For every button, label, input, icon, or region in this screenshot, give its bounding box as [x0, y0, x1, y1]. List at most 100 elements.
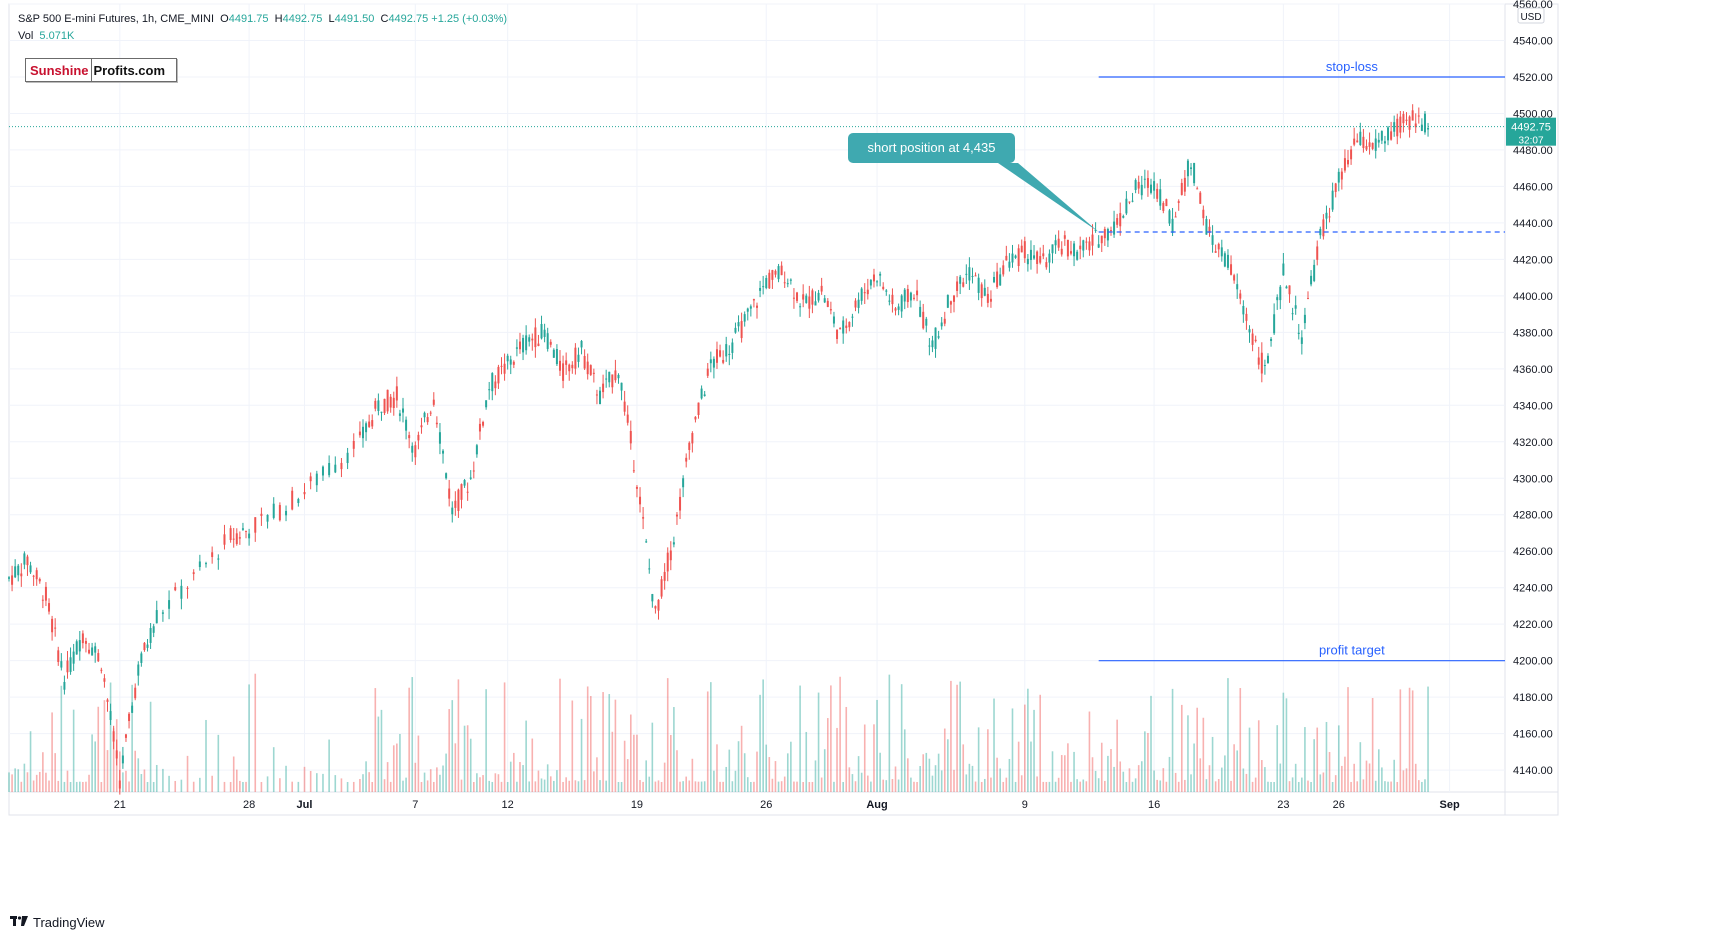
- y-tick-label: 4440.00: [1513, 218, 1553, 230]
- volume-bar: [1128, 768, 1131, 792]
- volume-bar: [1248, 727, 1251, 792]
- candle-body: [297, 499, 300, 504]
- volume-bar: [934, 765, 937, 792]
- logo-divider: [90, 59, 92, 81]
- volume-bar: [420, 781, 423, 792]
- volume-bar: [1233, 744, 1235, 792]
- volume-bar: [870, 781, 872, 792]
- volume-bar: [1319, 774, 1322, 792]
- candle-body: [1399, 116, 1402, 133]
- y-tick-label: 4540.00: [1513, 35, 1553, 47]
- candle-body: [719, 350, 722, 357]
- volume-bar: [543, 779, 546, 792]
- candle-body: [632, 470, 635, 472]
- candle-body: [38, 578, 41, 582]
- volume-bar: [629, 714, 632, 792]
- volume-bar: [1057, 777, 1060, 792]
- candle-body: [540, 323, 543, 339]
- volume-bar: [192, 781, 195, 792]
- candle-body: [494, 381, 497, 389]
- candle-body: [765, 278, 768, 289]
- volume-bar: [402, 780, 404, 792]
- candle-body: [1165, 199, 1168, 207]
- callout-pointer: [998, 163, 1099, 233]
- volume-bar: [771, 778, 774, 792]
- candle-body: [1285, 286, 1288, 289]
- volume-bar: [122, 772, 124, 792]
- candle-body: [894, 308, 897, 311]
- volume-bar: [1137, 765, 1140, 792]
- candle-body: [503, 363, 506, 374]
- candle-body: [771, 270, 774, 280]
- candle-body: [1390, 131, 1393, 140]
- volume-bar: [1177, 781, 1180, 792]
- candle-body: [438, 432, 441, 444]
- candle-body: [796, 292, 799, 301]
- y-tick-label: 4180.00: [1513, 692, 1553, 704]
- y-tick-label: 4320.00: [1513, 437, 1553, 449]
- close-label: C: [380, 13, 389, 25]
- volume-bar: [1381, 767, 1383, 792]
- candle-body: [663, 571, 666, 581]
- volume-bar: [205, 719, 207, 792]
- candle-body: [115, 750, 118, 759]
- volume-bar: [697, 781, 700, 792]
- candle-body: [106, 699, 109, 702]
- candle-body: [762, 286, 765, 288]
- volume-bar: [907, 758, 909, 792]
- volume-bar: [414, 762, 417, 792]
- volume-bar: [285, 765, 287, 792]
- volume-bar: [436, 767, 438, 792]
- volume-bar: [750, 781, 752, 792]
- candle-body: [1214, 251, 1217, 253]
- volume-layer: [8, 673, 1429, 792]
- volume-bar: [242, 782, 244, 792]
- volume-bar: [377, 716, 380, 792]
- volume-bar: [768, 757, 771, 792]
- candle-body: [620, 382, 623, 391]
- volume-bar: [1020, 775, 1023, 792]
- y-tick-label: 4400.00: [1513, 291, 1553, 303]
- candle-body: [1134, 180, 1137, 190]
- candle-body: [1202, 209, 1205, 219]
- volume-bar: [823, 749, 826, 792]
- volume-bar: [799, 685, 801, 792]
- volume-bar: [45, 772, 47, 792]
- volume-bar: [1390, 781, 1392, 792]
- volume-bar: [1153, 770, 1155, 792]
- volume-bar: [1344, 756, 1346, 792]
- volume-bar: [1347, 687, 1349, 792]
- candle-body: [386, 389, 389, 412]
- candle-body: [97, 653, 100, 662]
- y-tick-label: 4500.00: [1513, 108, 1553, 120]
- tradingview-branding[interactable]: TradingView: [10, 915, 105, 930]
- candle-body: [232, 538, 235, 540]
- volume-bar: [106, 750, 109, 792]
- candle-body: [1242, 305, 1245, 315]
- candle-body: [1350, 149, 1353, 160]
- volume-bar: [731, 781, 734, 792]
- candle-body: [845, 325, 848, 328]
- volume-bar: [725, 766, 728, 792]
- volume-bar: [78, 781, 81, 792]
- volume-bar: [1190, 774, 1192, 792]
- volume-bar: [115, 719, 118, 792]
- candle-body: [959, 276, 962, 284]
- volume-bar: [1113, 766, 1115, 792]
- candle-body: [571, 364, 574, 369]
- volume-bar: [54, 753, 56, 792]
- candle-body: [703, 394, 706, 397]
- volume-bar: [916, 781, 918, 792]
- candle-body: [953, 295, 956, 302]
- volume-bar: [654, 781, 657, 792]
- volume-bar: [796, 781, 798, 792]
- volume-bar: [432, 781, 435, 792]
- volume-bar: [29, 731, 32, 792]
- volume-bar: [1402, 770, 1405, 792]
- volume-bar: [322, 773, 324, 792]
- candle-body: [617, 374, 620, 379]
- volume-bar: [1261, 760, 1263, 792]
- volume-bar: [1174, 772, 1177, 792]
- volume-bar: [1107, 755, 1109, 792]
